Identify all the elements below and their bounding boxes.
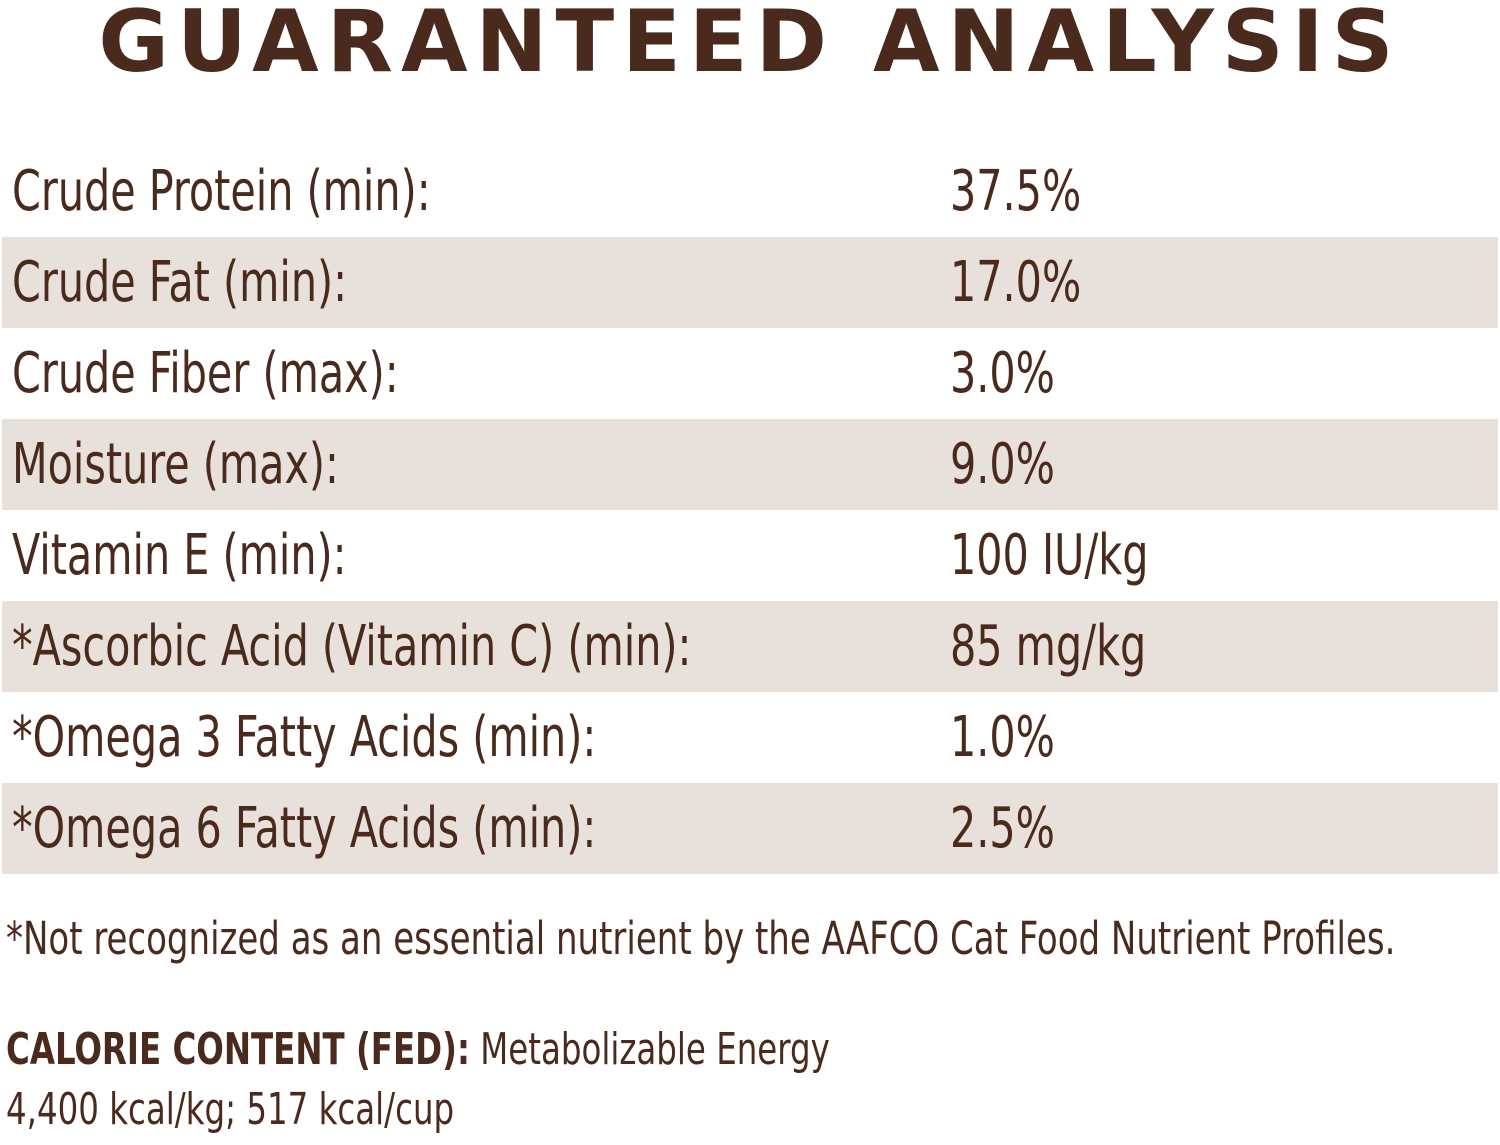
nutrient-name: Crude Fat (min): <box>2 250 950 315</box>
table-row: Vitamin E (min): 100 IU/kg <box>2 510 1498 601</box>
nutrient-value: 85 mg/kg <box>950 614 1189 679</box>
cell-text: Crude Fat (min): <box>12 250 348 315</box>
table-row: *Ascorbic Acid (Vitamin C) (min): 85 mg/k… <box>2 601 1498 692</box>
nutrient-name: *Ascorbic Acid (Vitamin C) (min): <box>2 614 950 679</box>
calorie-label: CALORIE CONTENT (FED): <box>6 1024 470 1075</box>
cell-text: *Omega 6 Fatty Acids (min): <box>12 796 597 861</box>
table-row: *Omega 3 Fatty Acids (min): 1.0% <box>2 692 1498 783</box>
nutrient-value: 9.0% <box>950 432 1078 497</box>
cell-text: Moisture (max): <box>12 432 339 497</box>
nutrient-name: Vitamin E (min): <box>2 523 950 588</box>
title: GUARANTEED ANALYSIS <box>98 0 1402 92</box>
cell-text: Vitamin E (min): <box>12 523 347 588</box>
table-row: Crude Fat (min): 17.0% <box>2 237 1498 328</box>
calorie-content: CALORIE CONTENT (FED): Metabolizable Ene… <box>6 1020 830 1140</box>
cell-text: 1.0% <box>950 705 1055 770</box>
footnote: *Not recognized as an essential nutrient… <box>6 912 1396 965</box>
nutrient-name: *Omega 6 Fatty Acids (min): <box>2 796 950 861</box>
cell-text: 2.5% <box>950 796 1055 861</box>
nutrient-value: 17.0% <box>950 250 1110 315</box>
nutrient-value: 37.5% <box>950 159 1110 224</box>
nutrient-name: Crude Protein (min): <box>2 159 950 224</box>
nutrient-name: Crude Fiber (max): <box>2 341 950 406</box>
nutrient-value: 3.0% <box>950 341 1078 406</box>
nutrient-value: 2.5% <box>950 796 1078 861</box>
cell-text: 9.0% <box>950 432 1055 497</box>
table-row: *Omega 6 Fatty Acids (min): 2.5% <box>2 783 1498 874</box>
cell-text: 85 mg/kg <box>950 614 1147 679</box>
analysis-table: Crude Protein (min): 37.5% Crude Fat (min)… <box>2 146 1498 874</box>
nutrient-value: 100 IU/kg <box>950 523 1192 588</box>
calorie-text: Metabolizable Energy <box>480 1024 830 1075</box>
cell-text: 100 IU/kg <box>950 523 1149 588</box>
nutrient-value: 1.0% <box>950 705 1078 770</box>
cell-text: 3.0% <box>950 341 1055 406</box>
cell-text: *Omega 3 Fatty Acids (min): <box>12 705 597 770</box>
nutrient-name: Moisture (max): <box>2 432 950 497</box>
table-row: Crude Protein (min): 37.5% <box>2 146 1498 237</box>
table-row: Crude Fiber (max): 3.0% <box>2 328 1498 419</box>
cell-text: 17.0% <box>950 250 1082 315</box>
table-row: Moisture (max): 9.0% <box>2 419 1498 510</box>
cell-text: *Ascorbic Acid (Vitamin C) (min): <box>12 614 692 679</box>
calorie-values: 4,400 kcal/kg; 517 kcal/cup <box>6 1084 455 1135</box>
cell-text: 37.5% <box>950 159 1082 224</box>
cell-text: Crude Fiber (max): <box>12 341 399 406</box>
nutrient-name: *Omega 3 Fatty Acids (min): <box>2 705 950 770</box>
cell-text: Crude Protein (min): <box>12 159 431 224</box>
